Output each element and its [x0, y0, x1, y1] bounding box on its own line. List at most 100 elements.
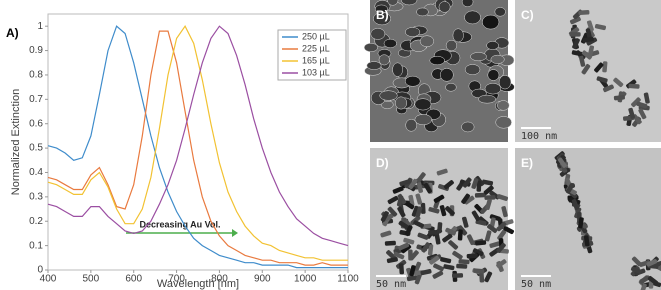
- particle: [429, 55, 445, 66]
- nanorod: [483, 185, 494, 195]
- nanorod: [475, 240, 487, 246]
- nanorod: [458, 259, 470, 265]
- nanorod: [404, 225, 413, 237]
- nanorod: [461, 193, 471, 204]
- nanorod: [399, 179, 411, 187]
- nanorod: [397, 206, 406, 218]
- nanorod: [443, 180, 454, 190]
- nanorod: [445, 206, 455, 216]
- nanorod: [392, 186, 404, 194]
- particle: [394, 96, 408, 110]
- x-tick-label: 400: [40, 274, 57, 285]
- nanorod: [602, 61, 608, 73]
- nanorod: [646, 259, 658, 267]
- nanorod: [452, 250, 463, 260]
- y-tick-label: 1: [37, 21, 43, 32]
- annotation: Decreasing Au Vol.: [139, 219, 220, 229]
- nanorod: [496, 194, 509, 202]
- particle: [497, 100, 510, 111]
- nanorod: [423, 182, 433, 194]
- legend-box: [277, 29, 347, 81]
- y-tick-label: 0: [37, 265, 43, 276]
- y-tick-label: 0.9: [29, 45, 43, 56]
- particle: [405, 27, 421, 37]
- particle: [490, 54, 505, 64]
- nanorod: [386, 250, 396, 260]
- nanorod: [572, 38, 580, 50]
- nanorod: [440, 257, 452, 264]
- nanorod: [409, 265, 416, 277]
- nanorod: [582, 36, 594, 43]
- nanorod: [413, 261, 422, 273]
- nanorod: [594, 23, 607, 31]
- nanorod: [479, 271, 485, 283]
- nanorod: [594, 62, 604, 73]
- particle: [416, 7, 429, 17]
- nanorod: [578, 55, 586, 67]
- nanorod: [421, 242, 431, 253]
- nanorod: [587, 45, 595, 57]
- nanorod: [433, 194, 445, 204]
- nanorod: [403, 237, 415, 245]
- particle: [378, 54, 390, 66]
- particle: [392, 62, 403, 77]
- nanorod: [387, 206, 398, 217]
- nanorod: [496, 242, 506, 253]
- nanorod: [428, 230, 440, 235]
- nanorod: [432, 270, 444, 279]
- nanorod: [414, 273, 422, 285]
- particle: [494, 7, 506, 17]
- nanorod: [462, 177, 472, 188]
- particle: [401, 0, 418, 6]
- x-tick-label: 900: [254, 274, 271, 285]
- nanorod: [613, 77, 624, 88]
- nanorod: [411, 205, 420, 217]
- x-tick-label: 500: [83, 274, 100, 285]
- nanorod: [443, 264, 455, 271]
- nanorod: [484, 195, 496, 200]
- particle: [405, 118, 418, 132]
- nanorod: [393, 251, 405, 260]
- particle: [363, 42, 378, 53]
- plot-frame: [47, 13, 349, 271]
- nanorod: [630, 266, 642, 274]
- nanorod: [487, 224, 498, 234]
- particle: [387, 0, 399, 6]
- nanorod: [484, 230, 492, 242]
- nanorod: [496, 221, 507, 232]
- nanorod: [489, 241, 501, 248]
- nanorod: [417, 232, 429, 240]
- nanorod: [420, 269, 432, 276]
- scale-label: 100 nm: [521, 131, 557, 142]
- nanorod: [557, 157, 567, 168]
- series-line: [47, 25, 349, 247]
- x-tick-label: 1000: [294, 274, 317, 285]
- nanorod: [462, 216, 469, 228]
- nanorod: [457, 229, 463, 241]
- series-line: [47, 25, 348, 261]
- nanorod: [466, 234, 475, 246]
- legend-label: 225 µL: [302, 43, 330, 53]
- particle: [379, 90, 398, 101]
- nanorod: [628, 83, 640, 89]
- nanorod: [636, 101, 648, 109]
- particle: [419, 35, 435, 48]
- image-label: B): [376, 8, 389, 22]
- nanorod: [613, 95, 625, 101]
- nanorod: [471, 210, 481, 222]
- nanorod: [471, 177, 479, 189]
- nanorod: [436, 168, 448, 176]
- nanorod: [420, 202, 426, 214]
- particle: [464, 64, 481, 76]
- nanorod: [387, 195, 399, 205]
- particle: [487, 69, 500, 81]
- y-tick-label: 0.8: [29, 70, 43, 81]
- nanorod: [472, 248, 484, 257]
- scale-label: 50 nm: [521, 279, 551, 290]
- legend-label: 250 µL: [302, 31, 330, 41]
- y-tick-label: 0.6: [29, 118, 43, 129]
- nanorod: [565, 183, 575, 194]
- x-axis-label: Wavelength [nm]: [157, 278, 239, 290]
- nanorod: [456, 263, 468, 269]
- y-axis-label: Normalized Extinction: [10, 89, 22, 195]
